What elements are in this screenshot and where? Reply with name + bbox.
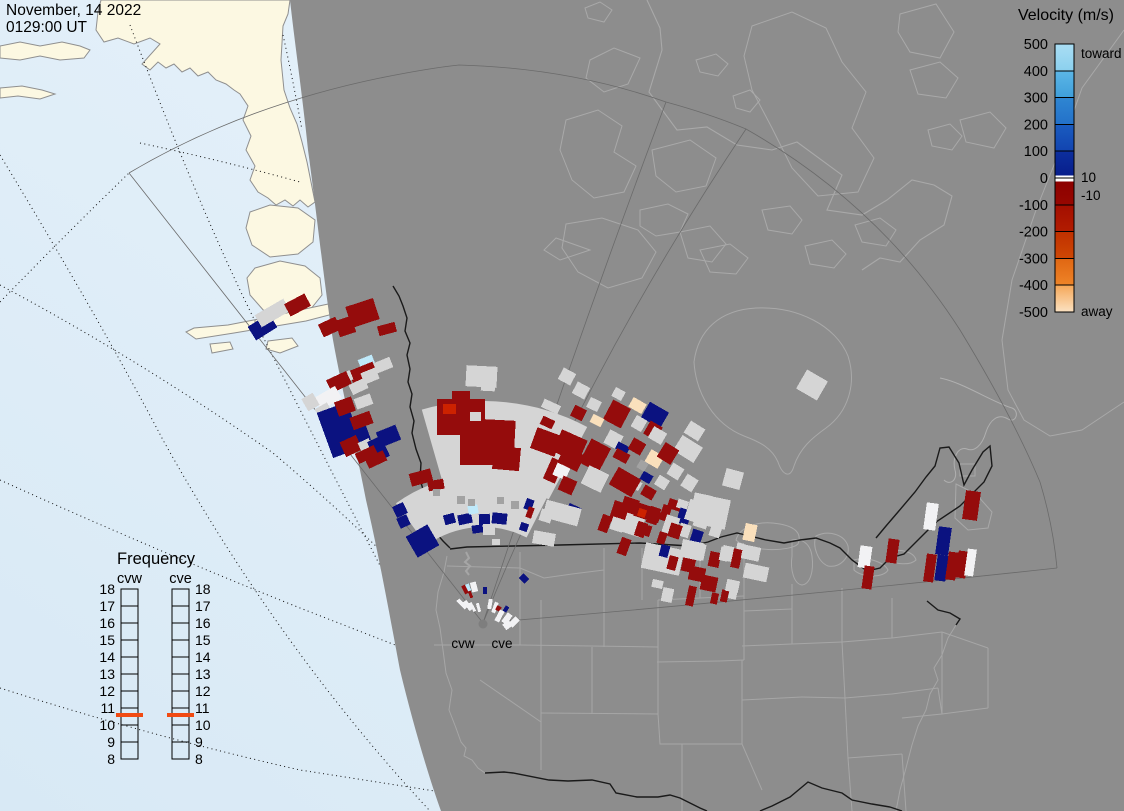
svg-text:14: 14 (99, 649, 115, 665)
svg-text:-500: -500 (1019, 305, 1048, 321)
svg-text:13: 13 (195, 666, 211, 682)
svg-text:-300: -300 (1019, 251, 1048, 267)
svg-text:Velocity (m/s): Velocity (m/s) (1018, 7, 1114, 24)
svg-text:100: 100 (1024, 144, 1048, 160)
svg-text:200: 200 (1024, 117, 1048, 133)
svg-text:Frequency: Frequency (117, 550, 196, 568)
svg-text:cve: cve (169, 571, 192, 587)
svg-text:9: 9 (107, 734, 115, 750)
svg-text:9: 9 (195, 734, 203, 750)
svg-text:10: 10 (1081, 170, 1096, 185)
svg-text:0: 0 (1040, 171, 1048, 187)
svg-text:-400: -400 (1019, 278, 1048, 294)
svg-text:8: 8 (195, 751, 203, 767)
svg-text:cve: cve (491, 636, 512, 651)
svg-text:14: 14 (195, 649, 211, 665)
svg-text:15: 15 (195, 632, 211, 648)
svg-text:11: 11 (100, 700, 115, 716)
svg-text:8: 8 (107, 751, 115, 767)
svg-text:10: 10 (99, 717, 115, 733)
svg-text:500: 500 (1024, 37, 1048, 53)
svg-text:0129:00 UT: 0129:00 UT (6, 19, 88, 36)
svg-text:cvw: cvw (451, 636, 475, 651)
svg-text:300: 300 (1024, 91, 1048, 107)
svg-text:400: 400 (1024, 64, 1048, 80)
svg-text:13: 13 (99, 666, 115, 682)
svg-text:17: 17 (195, 598, 211, 614)
svg-text:15: 15 (99, 632, 115, 648)
svg-text:-100: -100 (1019, 198, 1048, 214)
svg-text:12: 12 (99, 683, 115, 699)
svg-text:18: 18 (99, 581, 115, 597)
svg-text:cvw: cvw (117, 571, 143, 587)
svg-text:12: 12 (195, 683, 211, 699)
svg-text:away: away (1081, 304, 1113, 319)
svg-text:17: 17 (99, 598, 115, 614)
svg-text:November, 14 2022: November, 14 2022 (6, 2, 141, 19)
svg-text:16: 16 (99, 615, 115, 631)
svg-text:-10: -10 (1081, 188, 1101, 203)
svg-text:10: 10 (195, 717, 211, 733)
svg-text:11: 11 (195, 700, 210, 716)
svg-text:-200: -200 (1019, 225, 1048, 241)
svg-text:18: 18 (195, 581, 211, 597)
svg-text:16: 16 (195, 615, 211, 631)
svg-text:toward: toward (1081, 46, 1122, 61)
